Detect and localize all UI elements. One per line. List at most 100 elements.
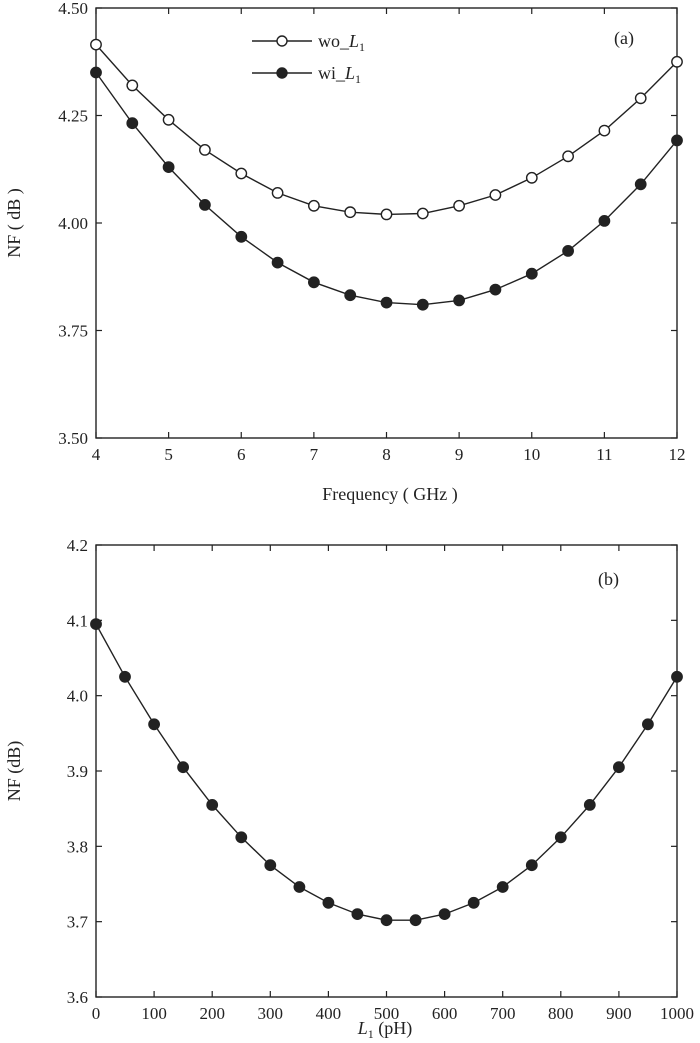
panel-a-series-0-point xyxy=(671,55,683,68)
panel-b-series-0-point xyxy=(293,881,306,893)
panel-a-series-1-line xyxy=(95,72,678,306)
panel-a-series-0-point xyxy=(126,79,139,92)
legend-wi-main: wi_ xyxy=(318,63,346,83)
legend-wo-main: wo_ xyxy=(318,31,350,51)
panel-a-series-0-point xyxy=(344,206,357,219)
panel-b-series-0-point xyxy=(671,670,683,683)
panel-a-series-1-point xyxy=(126,117,139,130)
panel-b-x-tick-label: 800 xyxy=(548,1004,574,1023)
panel-b-series-0-point xyxy=(409,914,422,927)
panel-b-ticks: 0 100 200 300 400 500 600 700 800 900 1000 3.6 3.7 3.… xyxy=(67,536,694,1023)
panel-a-x-tick-label: 4 xyxy=(92,445,101,464)
panel-a-x-tick-label: 7 xyxy=(310,445,319,464)
panel-b-series-0-point xyxy=(264,859,277,872)
panel-b-x-tick-label: 0 xyxy=(92,1004,101,1023)
legend-wi-marker xyxy=(276,67,288,79)
panel-b-series-0-point xyxy=(119,670,131,683)
legend-wi-label: wi_L1 xyxy=(318,63,361,86)
legend-wo-italic: L xyxy=(348,31,359,51)
panel-a-series-0-point xyxy=(562,150,574,163)
panel-b-series-0-point xyxy=(148,718,161,731)
legend-wi-italic: L xyxy=(344,63,355,83)
legend-wo-sub: 1 xyxy=(359,40,365,54)
panel-b-x-tick-label: 300 xyxy=(258,1004,284,1023)
panel-a-y-tick-label: 3.50 xyxy=(58,429,88,448)
panel-a-ticks: 4 5 6 7 8 9 10 11 123.503.754.004.254.50 xyxy=(58,0,685,464)
panel-a-series-0-point xyxy=(198,143,211,156)
panel-b-x-axis-title: L1 (pH) xyxy=(357,1018,413,1041)
legend-wi-sub: 1 xyxy=(355,72,361,86)
panel-b-series-0-point xyxy=(206,799,219,811)
panel-b-y-tick-label: 3.6 xyxy=(67,988,88,1007)
panel-b-series-0-point xyxy=(438,908,451,920)
panel-b-series-0-point xyxy=(467,896,480,909)
panel-a-series-1-point xyxy=(380,296,393,309)
panel-b-series-0-point xyxy=(583,799,596,811)
panel-a-series-0-point xyxy=(235,167,248,180)
panel-b-series-0-point xyxy=(554,831,567,844)
panel-a-series-0-point xyxy=(598,124,611,137)
panel-a-series-1-point xyxy=(271,256,284,269)
panel-a-series-1-point xyxy=(307,276,320,289)
legend-wo-marker xyxy=(276,35,288,47)
panel-a-series-1-point xyxy=(634,178,647,191)
panel-a-series-0-point xyxy=(380,208,393,221)
panel-a-x-tick-label: 11 xyxy=(596,445,612,464)
panel-b-y-tick-label: 4.2 xyxy=(67,536,88,555)
panel-b-y-tick-label: 4.1 xyxy=(67,611,88,630)
panel-b-y-tick-label: 3.9 xyxy=(67,762,88,781)
panel-b-tag: (b) xyxy=(598,569,619,590)
panel-b-series-0-point xyxy=(642,718,654,731)
panel-a-x-tick-label: 9 xyxy=(455,445,464,464)
panel-a-series-1-point xyxy=(90,66,102,79)
panel-a-series-0-point xyxy=(416,207,429,220)
panel-a-series-1-point xyxy=(235,230,248,243)
panel-a-y-tick-label: 4.25 xyxy=(58,107,88,126)
panel-a-series-0-point xyxy=(525,171,538,184)
panel-a-x-tick-label: 5 xyxy=(164,445,173,464)
panel-a-series-1-point xyxy=(598,214,611,227)
panel-a-series-0-point xyxy=(271,186,284,199)
panel-b-series-0-point xyxy=(322,896,335,909)
panel-a-series-0-point xyxy=(489,189,502,201)
panel-b-x-tick-label: 700 xyxy=(490,1004,516,1023)
panel-a-series-1-point xyxy=(489,283,502,296)
panel-a-series-1-point xyxy=(416,298,429,311)
panel-b-series-0-point xyxy=(496,881,509,893)
panel-b-x-tick-label: 900 xyxy=(606,1004,632,1023)
panel-b-series-0-point xyxy=(613,761,625,774)
panel-b-series-0-point xyxy=(177,761,190,774)
panel-a-series-0-point xyxy=(162,113,175,126)
panel-b-x-axis-title-italic: L xyxy=(357,1018,368,1038)
panel-b-series-0-point xyxy=(380,914,393,927)
panel-b-x-tick-label: 400 xyxy=(316,1004,342,1023)
panel-b-x-tick-label: 100 xyxy=(141,1004,167,1023)
panel-a-legend: wo_L1 wi_L1 xyxy=(252,31,365,86)
legend-wo-label: wo_L1 xyxy=(318,31,365,54)
panel-a-y-tick-label: 4.50 xyxy=(58,0,88,18)
panel-a-y-tick-label: 3.75 xyxy=(58,322,88,341)
panel-a-series-1-point xyxy=(525,267,538,280)
panel-a-series-0-point xyxy=(634,92,647,105)
panel-a-x-tick-label: 12 xyxy=(669,445,686,464)
panel-b-x-tick-label: 1000 xyxy=(660,1004,694,1023)
panel-b-series-0-point xyxy=(90,618,102,630)
panel-a-series-1-point xyxy=(562,244,574,257)
panel-b-x-tick-label: 500 xyxy=(374,1004,400,1023)
panel-a-series-1-point xyxy=(198,198,211,211)
panel-b-series-0-point xyxy=(235,831,248,844)
panel-a-tag: (a) xyxy=(614,28,634,49)
panel-b-x-axis-title-sub: 1 xyxy=(368,1027,374,1041)
panel-a-x-tick-label: 6 xyxy=(237,445,246,464)
panel-a-series-0-line xyxy=(95,44,678,216)
panel-b-series-0-point xyxy=(351,908,364,920)
panel-b-y-tick-label: 4.0 xyxy=(67,687,88,706)
panel-b-chart: 0 100 200 300 400 500 600 700 800 900 1000 3.6 3.7 3.… xyxy=(4,536,694,1041)
panel-a-series xyxy=(90,38,683,311)
panel-b-y-axis-title: NF (dB) xyxy=(4,741,25,802)
panel-b-series-0-point xyxy=(525,859,538,872)
panel-a-y-axis-title: NF ( dB ) xyxy=(4,188,25,258)
panel-a-x-axis-title: Frequency ( GHz ) xyxy=(322,484,457,505)
panel-b-x-axis-title-unit: (pH) xyxy=(374,1018,413,1039)
